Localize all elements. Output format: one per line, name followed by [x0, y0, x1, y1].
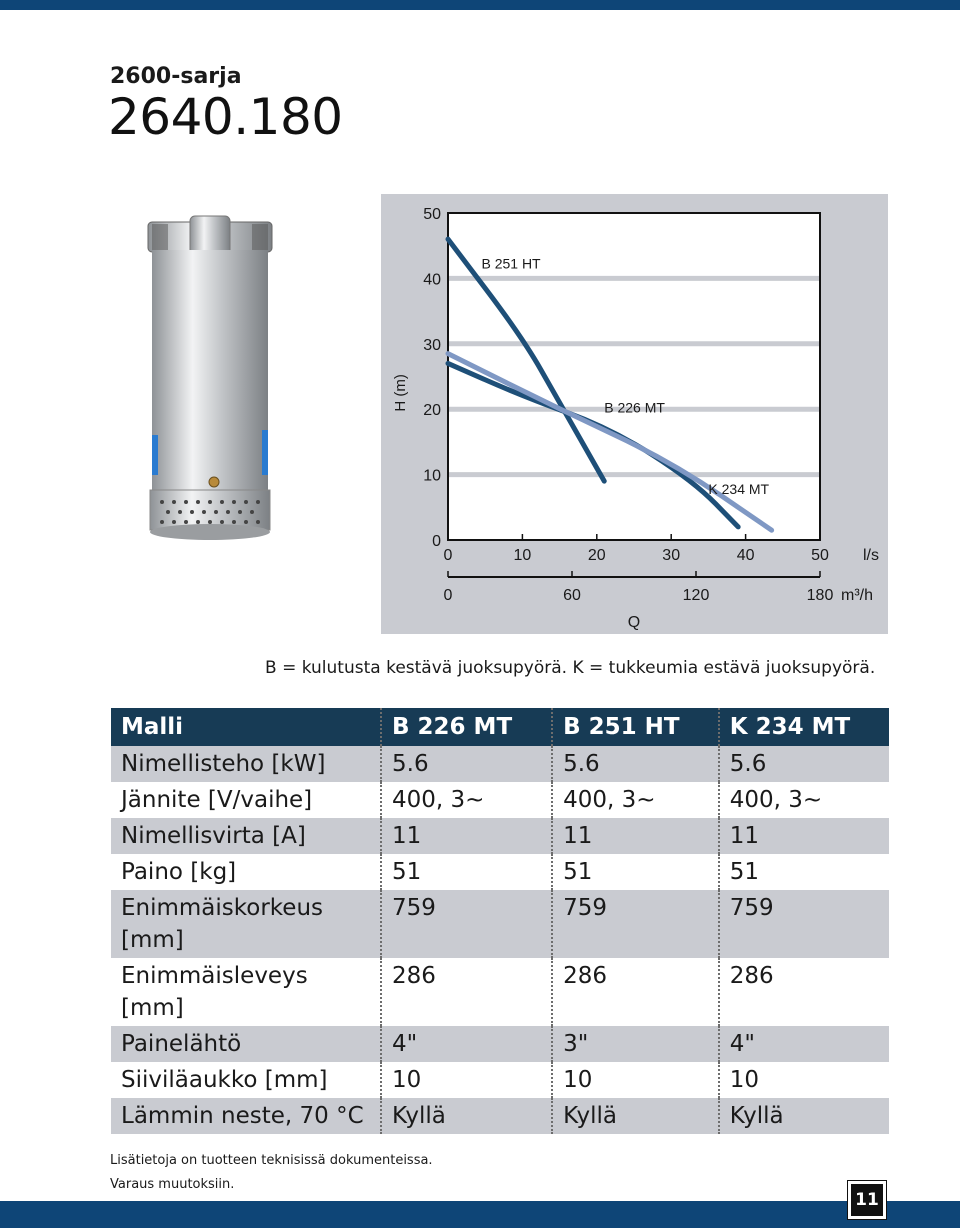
cell: 400, 3∼ [379, 782, 553, 818]
pump-curve-chart: 0 10 20 30 40 50 0 10 20 30 40 50 0 60 120 180 H (m) … [381, 194, 888, 634]
curve-b-251-ht [445, 236, 607, 484]
table-row: Nimellisvirta [A] 11 11 11 [111, 818, 889, 854]
cell: 759 [551, 890, 719, 958]
secondary-tick-label: 120 [683, 587, 710, 604]
y-tick-label: 50 [423, 206, 441, 223]
y-tick-label: 20 [423, 402, 441, 419]
secondary-tick-label: 60 [563, 587, 581, 604]
x-unit-ls: l/s [863, 547, 879, 564]
table-row: Siiviläaukko [mm] 10 10 10 [111, 1062, 889, 1098]
row-label: Painelähtö [111, 1026, 381, 1062]
cell: Kyllä [551, 1098, 719, 1134]
spec-header-row: Malli B 226 MT B 251 HT K 234 MT [111, 708, 889, 746]
page-number: 11 [847, 1180, 887, 1220]
x-tick-labels-ls: 0 10 20 30 40 50 [444, 534, 829, 564]
table-row: Painelähtö 4" 3" 4" [111, 1026, 889, 1062]
table-row: Enimmäisleveys [mm] 286 286 286 [111, 958, 889, 1026]
cell: 4" [379, 1026, 553, 1062]
curve-label: B 226 MT [604, 399, 665, 415]
plot-area [447, 212, 821, 541]
x-tick-label: 20 [588, 547, 606, 564]
cell: 3" [551, 1026, 719, 1062]
cell: 400, 3∼ [551, 782, 719, 818]
cell: 4" [717, 1026, 889, 1062]
pump-image [147, 215, 273, 540]
row-label: Nimellisvirta [A] [111, 818, 381, 854]
cell: 11 [379, 818, 553, 854]
row-label: Enimmäisleveys [mm] [121, 963, 308, 1021]
series-label: 2600-sarja [110, 64, 242, 89]
y-tick-label: 30 [423, 337, 441, 354]
row-label: Lämmin neste, 70 °C [111, 1098, 381, 1134]
y-tick-label: 0 [432, 533, 441, 550]
cell: 51 [717, 854, 889, 890]
secondary-tick-label: 0 [444, 587, 453, 604]
table-row: Jännite [V/vaihe] 400, 3∼ 400, 3∼ 400, 3… [111, 782, 889, 818]
cell: 11 [717, 818, 889, 854]
cell: 51 [551, 854, 719, 890]
header-model: Malli [111, 708, 381, 746]
row-label: Enimmäiskorkeus [mm] [111, 890, 381, 958]
header-b226: B 226 MT [379, 708, 553, 746]
bottom-brand-bar [0, 1201, 960, 1228]
model-title: 2640.180 [108, 88, 343, 146]
x-axis-label: Q [628, 614, 640, 631]
x-tick-label: 30 [662, 547, 680, 564]
secondary-tick-label: 180 [807, 587, 834, 604]
cell: 10 [379, 1062, 553, 1098]
table-row: Lämmin neste, 70 °C Kyllä Kyllä Kyllä [111, 1098, 889, 1134]
secondary-x-axis: 0 60 120 180 [444, 571, 834, 604]
cell: 286 [717, 958, 889, 1026]
y-tick-label: 10 [423, 468, 441, 485]
cell: 11 [551, 818, 719, 854]
cell: 5.6 [717, 746, 889, 782]
cell: 5.6 [379, 746, 553, 782]
cell: 759 [379, 890, 553, 958]
row-label: Siiviläaukko [mm] [121, 1067, 328, 1093]
cell: 286 [551, 958, 719, 1026]
y-tick-label: 40 [423, 271, 441, 288]
y-axis-label: H (m) [392, 374, 409, 412]
cell: 10 [551, 1062, 719, 1098]
top-brand-bar [0, 0, 960, 10]
chart-gridlines [448, 213, 820, 540]
cell: 51 [379, 854, 553, 890]
curve-labels: B 251 HT B 226 MT K 234 MT [481, 256, 769, 498]
table-row: Nimellisteho [kW] 5.6 5.6 5.6 [111, 746, 889, 782]
header-b251: B 251 HT [551, 708, 719, 746]
x-unit-m3h: m³/h [841, 587, 873, 604]
x-tick-label: 40 [737, 547, 755, 564]
curve-k-234-mt [445, 351, 775, 533]
x-tick-label: 50 [811, 547, 829, 564]
row-label: Jännite [V/vaihe] [121, 787, 313, 813]
impeller-caption: B = kulutusta kestävä juoksupyörä. K = t… [265, 658, 876, 678]
chart-curves [445, 236, 775, 533]
footer-disclaimer: Varaus muutoksiin. [110, 1177, 235, 1192]
curve-label: K 234 MT [708, 481, 769, 497]
cell: 759 [717, 890, 889, 958]
table-row: Enimmäiskorkeus [mm] 759 759 759 [111, 890, 889, 958]
table-row: Paino [kg] 51 51 51 [111, 854, 889, 890]
cell: 5.6 [551, 746, 719, 782]
row-label: Paino [kg] [121, 859, 237, 885]
header-k234: K 234 MT [717, 708, 889, 746]
spec-table: Malli B 226 MT B 251 HT K 234 MT Nimelli… [111, 708, 889, 1134]
y-tick-labels: 0 10 20 30 40 50 [423, 206, 441, 550]
row-label: Nimellisteho [kW] [111, 746, 381, 782]
x-tick-label: 0 [444, 547, 453, 564]
cell: Kyllä [379, 1098, 553, 1134]
cell: 400, 3∼ [717, 782, 889, 818]
curve-label: B 251 HT [481, 256, 541, 272]
plot-background [448, 213, 820, 540]
cell: 10 [717, 1062, 889, 1098]
x-tick-label: 10 [514, 547, 532, 564]
cell: 286 [379, 958, 553, 1026]
footer-note: Lisätietoja on tuotteen teknisissä dokum… [110, 1153, 433, 1168]
cell: Kyllä [717, 1098, 889, 1134]
